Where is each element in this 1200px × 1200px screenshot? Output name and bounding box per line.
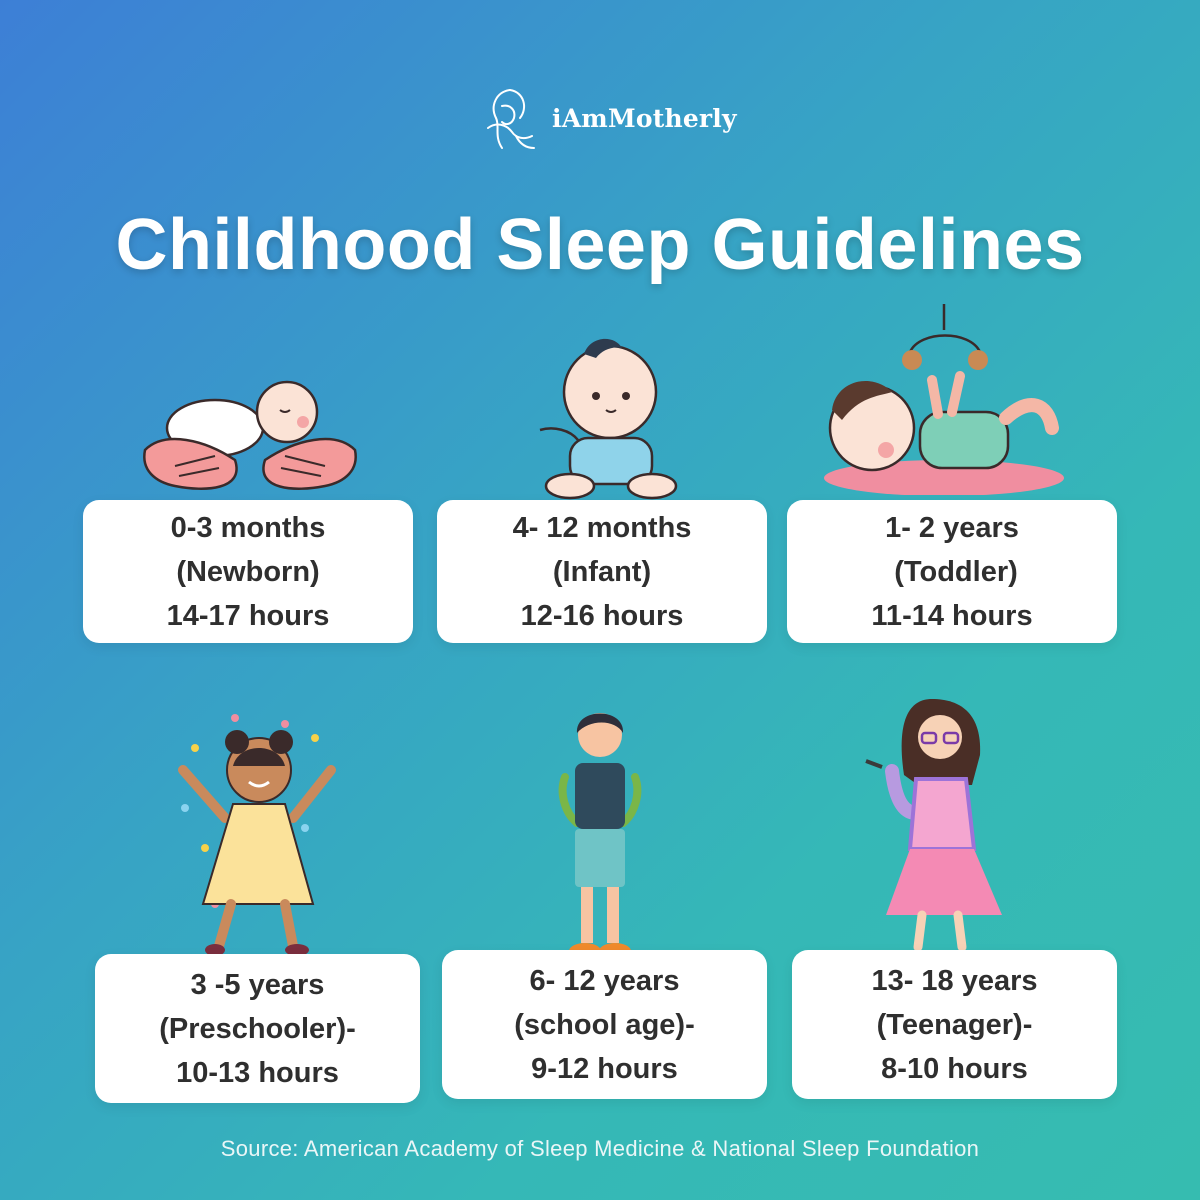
card-stage: (school age)-: [514, 1008, 695, 1041]
card-age: 13- 18 years: [871, 964, 1038, 997]
mother-baby-logo-icon: [487, 89, 535, 149]
card-age: 4- 12 months: [512, 511, 692, 544]
source-citation: Source: American Academy of Sleep Medici…: [220, 1136, 980, 1161]
card-hours: 11-14 hours: [871, 599, 1033, 632]
newborn-in-hands-icon: [143, 380, 357, 490]
preschooler-girl-icon: [178, 714, 336, 956]
toddler-with-mobile-icon: [824, 304, 1064, 495]
sitting-infant-icon: [539, 338, 678, 500]
card-stage: (Toddler): [886, 555, 1018, 588]
school-boy-icon: [558, 713, 642, 959]
card-hours: 9-12 hours: [531, 1052, 678, 1085]
brand-name: iAmMotherly: [552, 104, 737, 133]
card-age: 3 -5 years: [190, 968, 325, 1001]
card-hours: 10-13 hours: [176, 1056, 339, 1089]
page-title: Childhood Sleep Guidelines: [115, 205, 1085, 285]
teenage-girl-icon: [865, 699, 1002, 952]
card-stage: (Teenager)-: [876, 1008, 1033, 1041]
card-hours: 14-17 hours: [166, 599, 330, 632]
card-stage: (Preschooler)-: [159, 1012, 356, 1045]
sleep-card-school-age: 6- 12 years (school age)- 9-12 hours: [442, 950, 767, 1099]
card-hours: 12-16 hours: [520, 599, 684, 632]
card-stage: (Infant): [552, 555, 652, 588]
sleep-card-toddler: 1- 2 years (Toddler) 11-14 hours: [787, 500, 1117, 643]
card-stage: (Newborn): [176, 555, 320, 588]
card-hours: 8-10 hours: [881, 1052, 1028, 1085]
sleep-card-newborn: 0-3 months (Newborn) 14-17 hours: [83, 500, 413, 643]
card-age: 0-3 months: [170, 511, 326, 544]
sleep-card-infant: 4- 12 months (Infant) 12-16 hours: [437, 500, 767, 643]
card-age: 6- 12 years: [529, 964, 680, 997]
card-age: 1- 2 years: [885, 511, 1019, 544]
sleep-card-teenager: 13- 18 years (Teenager)- 8-10 hours: [792, 950, 1117, 1099]
brand-logo: iAmMotherly: [480, 84, 740, 156]
sleep-card-preschooler: 3 -5 years (Preschooler)- 10-13 hours: [95, 954, 420, 1103]
